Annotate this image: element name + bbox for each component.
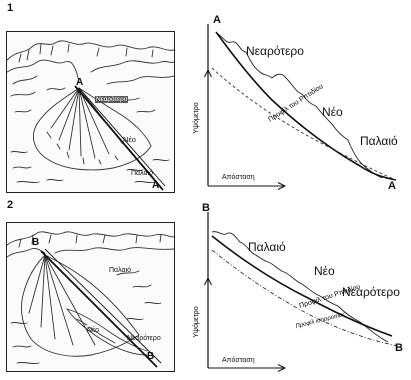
profile-2-start-label: Β (202, 202, 210, 214)
profile-2-fan-surface (211, 231, 389, 343)
profile-1-zone-newest-label: Νεαρότερο (246, 44, 304, 58)
panel-2-sketch: Β Παλαιό Νέο Νεαρότερο Β (6, 222, 175, 372)
profile-1-y-axis-label: Υψόμετρο (192, 102, 200, 133)
profile-1-zone-old-label: Παλαιό (360, 134, 398, 148)
fan-1-zone-newest-label: Νεαρότερο (95, 96, 129, 103)
fan-2-zone-newest-label: Νεαρότερο (127, 335, 161, 342)
profile-2-zone-new-label: Νέο (314, 264, 335, 278)
panel-2-profile: Προφίλ του Ρπτιδίου Προφίλ ισορροπίας Υψ… (192, 200, 408, 378)
profile-2-end-label: Β (395, 342, 403, 354)
profile-1-fan-surface (217, 33, 383, 179)
profile-2-equilibrium-profile-label: Προφίλ ισορροπίας (295, 312, 346, 330)
profile-1-river-profile-line (215, 31, 397, 181)
profile-2-equilibrium-profile-line (211, 249, 399, 347)
fan-1-zone-old-label: Παλαιό (131, 170, 153, 177)
fan-2-end-label: Β (147, 351, 155, 362)
profile-2-plot: Προφίλ του Ρπτιδίου Προφίλ ισορροπίας Υψ… (192, 212, 399, 372)
fan-1-apex-label: Α (76, 77, 84, 88)
profile-2-zone-old-label: Παλαιό (248, 240, 286, 254)
fan-2-zone-old-label: Παλαιό (109, 267, 131, 274)
fan-2-zone-new-label: Νέο (87, 327, 100, 334)
profile-2-x-axis-label: Απόσταση (222, 357, 255, 364)
profile-2-y-axis-label: Υψόμετρο (192, 306, 200, 337)
fan-1-zone-new-label: Νέο (123, 135, 136, 144)
panel-2-number: 2 (7, 199, 14, 211)
fan-2-sketch-drawing (7, 231, 174, 368)
profile-1-dashed-profile-line (211, 67, 397, 181)
profile-1-x-axis-label: Απόσταση (222, 174, 255, 181)
profile-2-river-profile-line (211, 235, 393, 337)
profile-2-zone-newest-label: Νεαρότερο (342, 285, 400, 299)
panel-1-number: 1 (7, 2, 14, 14)
panel-1-sketch: Α Νεαρότερο Νέο Παλαιό Α (6, 31, 175, 193)
profile-1-start-label: Α (213, 14, 221, 26)
fan-1-end-label: Α (152, 180, 160, 191)
profile-1-zone-new-label: Νέο (322, 105, 343, 119)
fan-2-apex-label: Β (32, 237, 40, 248)
panel-1-profile: Προφίλ του Ρπτιδίου Υψόμετρο Α Νεαρότερο… (192, 12, 408, 194)
profile-1-end-label: Α (388, 180, 396, 192)
profile-1-plot: Προφίλ του Ρπτιδίου Υψόμετρο (192, 24, 397, 190)
fan-1-sketch-drawing (7, 40, 174, 191)
